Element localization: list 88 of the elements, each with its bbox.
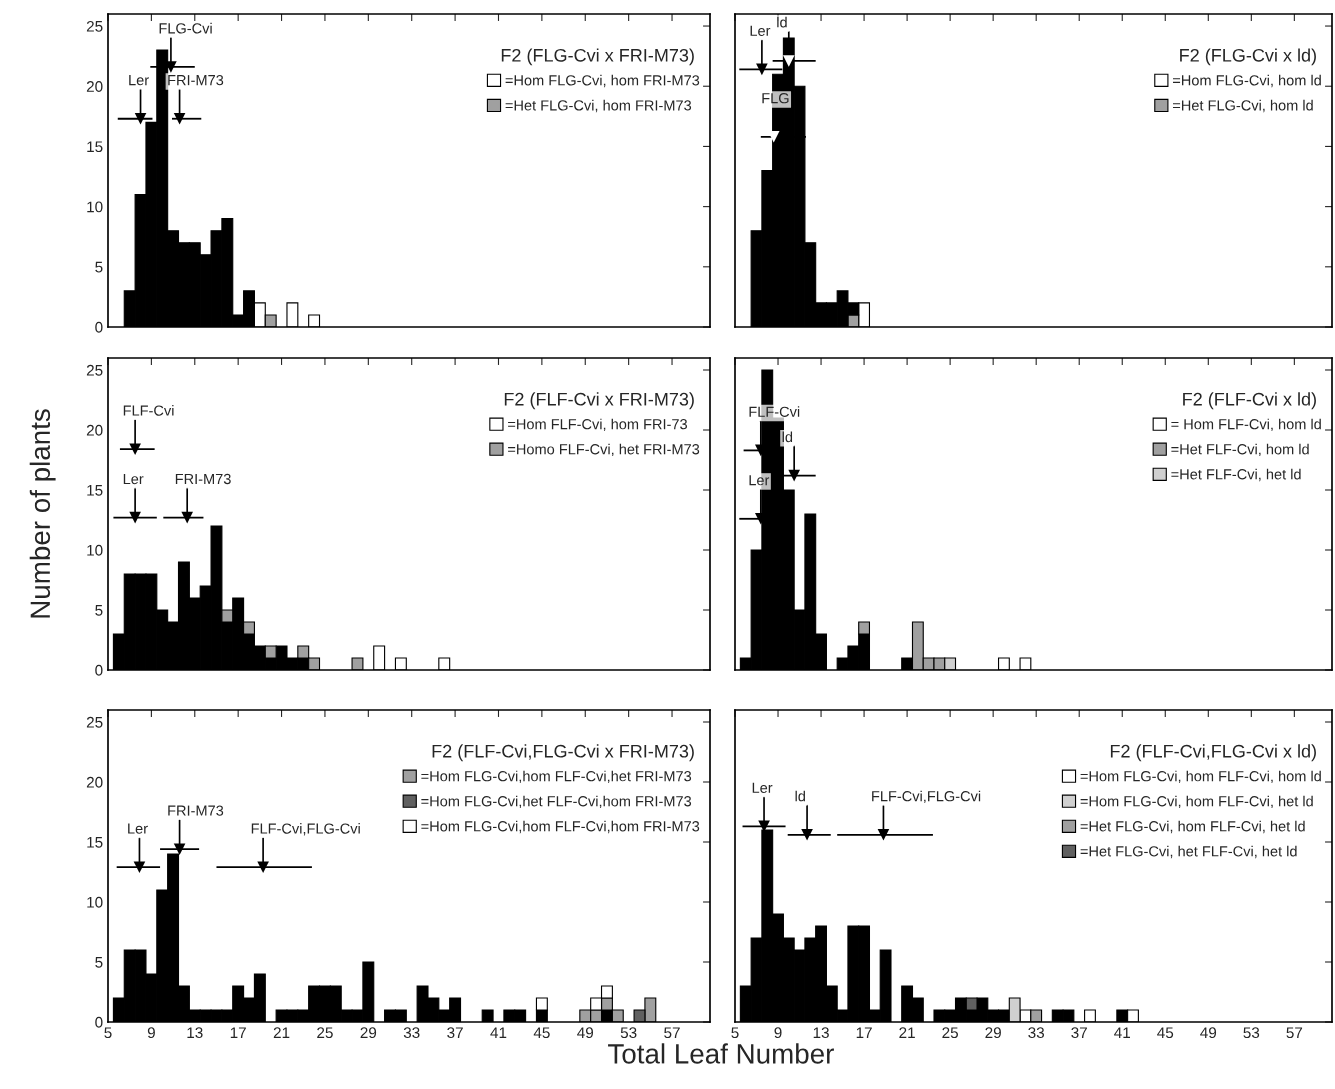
x-tick-label: 5 xyxy=(731,1027,739,1039)
x-tick-label: 25 xyxy=(942,1027,958,1039)
legend-label: =Het FLF-Cvi, het ld xyxy=(1171,468,1301,482)
annotation: FLF-Cvi xyxy=(123,405,174,416)
y-tick-label: 0 xyxy=(95,664,103,676)
x-tick-label: 57 xyxy=(1286,1027,1303,1039)
y-tick-label: 20 xyxy=(86,424,103,436)
x-tick-label: 29 xyxy=(360,1027,377,1039)
x-tick-label: 13 xyxy=(187,1027,203,1039)
x-tick-label: 53 xyxy=(620,1027,637,1039)
x-tick-label: 13 xyxy=(813,1027,829,1039)
x-tick-label: 5 xyxy=(104,1027,112,1039)
y-tick-label: 0 xyxy=(95,1016,103,1028)
annotation: FLF-Cvi,FLG-Cvi xyxy=(872,790,981,804)
text: F2 (FLF-Cvi x ld) xyxy=(1183,392,1316,410)
x-tick-label: 9 xyxy=(774,1027,782,1039)
y-tick-label: 10 xyxy=(87,201,103,213)
legend-label: =Hom FLF-Cvi, hom FRI-73 xyxy=(508,418,687,432)
y-tick-label: 20 xyxy=(86,81,103,92)
annotation: ld xyxy=(795,790,805,802)
annotation: FLF-Cvi xyxy=(749,406,800,417)
text: F2 (FLG-Cvi x FRI-M73) xyxy=(501,48,694,66)
x-tick-label: 33 xyxy=(403,1027,420,1039)
x-tick-label: 53 xyxy=(1243,1027,1260,1039)
legend-label: =Het FLG-Cvi, hom ld xyxy=(1173,99,1313,113)
annotation: Ler xyxy=(749,475,770,486)
text: F2 (FLF-Cvi x FRI-M73) xyxy=(504,392,694,410)
y-tick-label: 5 xyxy=(95,261,103,273)
annotation: ld xyxy=(777,16,787,28)
x-tick-label: 45 xyxy=(533,1027,550,1039)
x-tick-label: 57 xyxy=(664,1027,680,1039)
x-tick-label: 21 xyxy=(273,1027,290,1038)
annotation: FLF-Cvi,FLG-Cvi xyxy=(251,823,360,836)
x-tick-label: 9 xyxy=(147,1027,155,1039)
x-tick-label: 17 xyxy=(856,1027,872,1038)
y-tick-label: 25 xyxy=(86,364,103,376)
y-tick-label: 5 xyxy=(95,957,103,968)
y-tick-label: 20 xyxy=(86,776,103,788)
x-tick-label: 17 xyxy=(230,1027,246,1038)
legend-label: =Hom FLG-Cvi,hom FLF-Cvi,het FRI-M73 xyxy=(421,770,692,784)
x-tick-label: 49 xyxy=(577,1027,594,1039)
x-tick-label: 49 xyxy=(1200,1027,1217,1039)
x-tick-label: 25 xyxy=(317,1027,333,1039)
annotation: FRI-M73 xyxy=(175,473,231,485)
x-axis-title: Total Leaf Number xyxy=(608,1043,834,1064)
y-tick-label: 25 xyxy=(86,20,103,32)
annotation: ld xyxy=(782,431,793,443)
y-tick-label: 0 xyxy=(95,321,103,333)
annotation: Ler xyxy=(123,473,144,485)
annotation: FRI-M73 xyxy=(168,805,224,816)
x-tick-label: 41 xyxy=(490,1027,507,1038)
x-tick-label: 33 xyxy=(1028,1027,1045,1039)
legend-label: = Hom FLF-Cvi, hom ld xyxy=(1171,418,1321,432)
text: F2 (FLF-Cvi,FLG-Cvi x ld) xyxy=(1110,744,1316,762)
legend-label: =Het FLF-Cvi, hom ld xyxy=(1171,443,1309,457)
y-tick-label: 10 xyxy=(87,544,103,556)
legend-label: =Het FLG-Cvi, hom FRI-M73 xyxy=(505,99,692,113)
y-tick-label: 15 xyxy=(87,141,103,153)
text: F2 (FLG-Cvi x ld) xyxy=(1180,48,1316,66)
legend-label: =Het FLG-Cvi, hom FLF-Cvi, het ld xyxy=(1080,820,1305,834)
legend-label: =Het FLG-Cvi, het FLF-Cvi, het ld xyxy=(1080,845,1297,859)
legend-label: =Hom FLG-Cvi, hom FLF-Cvi, het ld xyxy=(1080,795,1313,809)
y-axis-title: Number of plants xyxy=(29,409,56,618)
annotation: Ler xyxy=(129,75,149,86)
legend-label: =Hom FLG-Cvi,het FLF-Cvi,hom FRI-M73 xyxy=(421,795,692,809)
legend-label: =Hom FLG-Cvi, hom FRI-M73 xyxy=(505,74,700,88)
x-tick-label: 21 xyxy=(899,1027,915,1038)
annotation: FRI-M73 xyxy=(168,74,224,86)
x-tick-label: 37 xyxy=(1071,1027,1087,1039)
legend-label: =Hom FLG-Cvi, hom ld xyxy=(1173,74,1321,88)
x-tick-label: 37 xyxy=(447,1027,463,1039)
y-tick-label: 25 xyxy=(86,716,103,728)
legend-label: =Hom FLG-Cvi, hom FLF-Cvi, hom ld xyxy=(1080,770,1321,784)
x-tick-label: 41 xyxy=(1114,1027,1130,1038)
legend-label: =Homo FLF-Cvi, het FRI-M73 xyxy=(508,443,700,457)
annotation: Ler xyxy=(752,782,773,793)
legend-label: =Hom FLG-Cvi,hom FLF-Cvi,hom FRI-M73 xyxy=(421,820,700,834)
annotation: FLG xyxy=(762,93,789,104)
text: F2 (FLF-Cvi,FLG-Cvi x FRI-M73) xyxy=(432,744,694,762)
x-tick-label: 29 xyxy=(985,1027,1001,1039)
y-tick-label: 10 xyxy=(87,896,103,908)
annotation: Ler xyxy=(750,25,771,36)
annotation: FLG-Cvi xyxy=(159,22,212,34)
y-tick-label: 15 xyxy=(87,485,103,496)
x-tick-label: 45 xyxy=(1157,1027,1174,1039)
annotation: Ler xyxy=(128,823,148,834)
y-tick-label: 15 xyxy=(87,837,103,848)
y-tick-label: 5 xyxy=(95,605,103,616)
